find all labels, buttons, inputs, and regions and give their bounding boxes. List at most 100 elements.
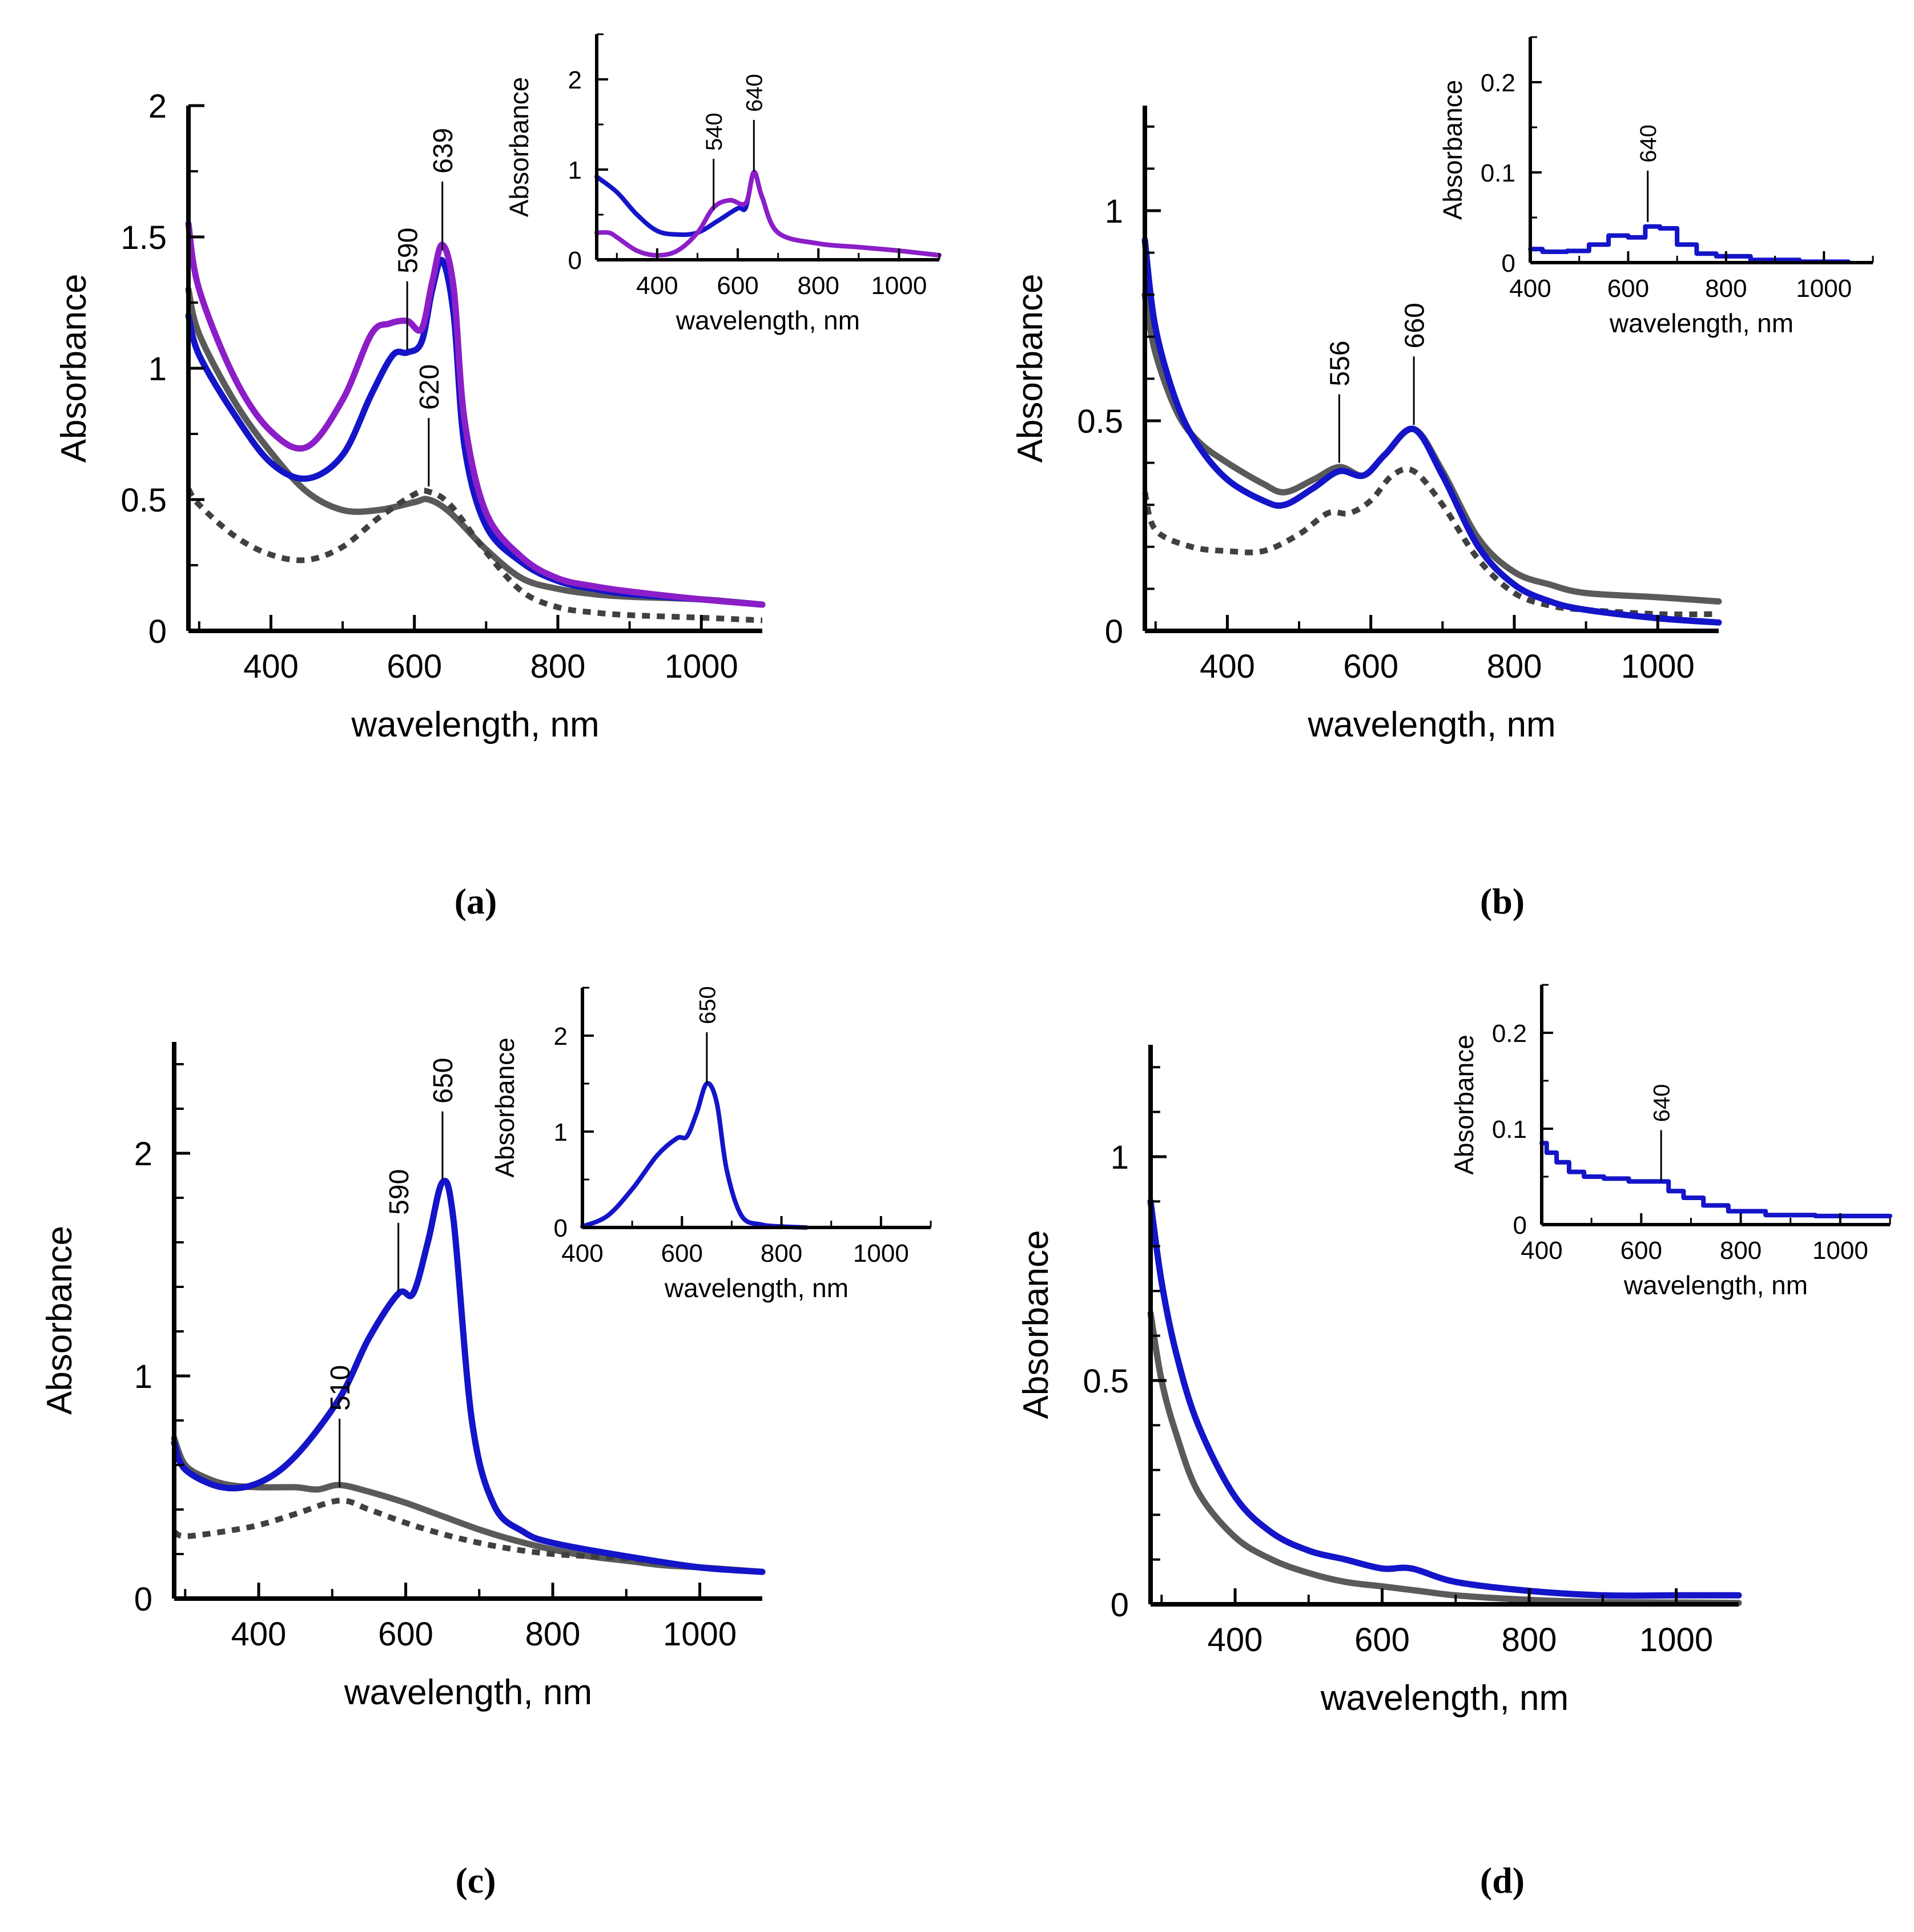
chart-c-inset-y-axis-label: Absorbance <box>490 1037 520 1178</box>
chart-b-main: 400 600 800 1000 0 0.5 1 wavelength, nm Absorban… <box>1011 106 1722 744</box>
chart-d-x-axis-label: wavelength, nm <box>1320 1679 1569 1718</box>
chart-c-inset-y-tick-label: 2 <box>554 1023 568 1050</box>
chart-a-inset-y-axis-label: Absorbance <box>504 77 534 218</box>
chart-c-x-tick-label: 800 <box>525 1616 581 1653</box>
chart-b-inset-x-tick-label: 1000 <box>1796 275 1852 303</box>
chart-b-x-tick-label: 400 <box>1200 648 1255 685</box>
chart-d-y-tick-label: 0.5 <box>1083 1363 1129 1400</box>
chart-a-annotation-label: 620 <box>415 364 445 410</box>
chart-a-main: 400 600 800 1000 0 0.5 1 1.5 2 wavelength, nm Abso… <box>54 88 766 744</box>
chart-c-x-axis-label: wavelength, nm <box>344 1673 592 1712</box>
chart-c-series-gray-dotted <box>172 1498 763 1575</box>
chart-c-x-tick-label: 600 <box>378 1616 433 1653</box>
chart-a-y-tick-label: 1 <box>148 351 167 388</box>
chart-b-series-gray-dotted <box>1142 466 1719 618</box>
chart-b-inset-y-tick-label: 0.2 <box>1481 69 1515 97</box>
chart-d-inset-x-tick-label: 800 <box>1720 1237 1762 1265</box>
chart-a-inset-series-purple <box>594 170 942 258</box>
chart-c-inset-y-tick-label: 1 <box>554 1118 568 1146</box>
panel-a: 400 600 800 1000 0 0.5 1 1.5 2 wavelength, nm Abso… <box>54 33 942 744</box>
chart-d-x-tick-label: 1000 <box>1639 1621 1713 1659</box>
chart-c-inset-x-tick-label: 800 <box>761 1239 802 1267</box>
chart-c-y-axis-label: Absorbance <box>40 1226 79 1415</box>
chart-a-series-purple <box>185 220 766 608</box>
chart-a-annotation-label: 639 <box>428 128 459 174</box>
chart-c-inset: 400 600 800 1000 0 1 2 wavelength, nm Absorbance… <box>490 986 932 1303</box>
chart-b-inset-y-tick-label: 0 <box>1502 249 1515 277</box>
chart-b-y-tick-label: 1 <box>1105 193 1123 230</box>
chart-b-x-axis-label: wavelength, nm <box>1307 705 1555 744</box>
chart-a-x-tick-label: 600 <box>387 648 442 685</box>
chart-d-y-axis-label: Absorbance <box>1016 1230 1056 1419</box>
chart-d-main: 400 600 800 1000 0 0.5 1 wavelength, nm Absorban… <box>1016 1045 1742 1718</box>
chart-b-y-tick-label: 0.5 <box>1077 403 1123 440</box>
chart-a-inset-y-tick-label: 2 <box>568 66 582 94</box>
chart-d-inset-series-blue <box>1539 1141 1892 1218</box>
chart-b-inset-x-tick-label: 600 <box>1607 275 1649 303</box>
chart-a-inset-annotation-label: 540 <box>702 112 727 151</box>
chart-a-y-tick-label: 0.5 <box>120 482 167 519</box>
chart-a-y-tick-label: 1.5 <box>120 219 167 256</box>
chart-d-series-blue <box>1147 1198 1742 1599</box>
chart-a-x-tick-label: 800 <box>530 648 586 685</box>
chart-a-y-tick-label: 0 <box>148 613 167 650</box>
chart-d-inset-annotation-label: 640 <box>1650 1084 1675 1122</box>
chart-c-inset-x-tick-label: 600 <box>661 1239 703 1267</box>
chart-a-series-gray-dotted <box>186 487 763 623</box>
chart-b-inset-x-tick-label: 400 <box>1509 275 1551 303</box>
chart-c-y-tick-label: 1 <box>134 1358 152 1395</box>
chart-c-series-blue <box>171 1177 766 1575</box>
chart-a-inset-x-axis-label: wavelength, nm <box>675 305 860 335</box>
chart-c-annotation-label: 510 <box>325 1365 356 1411</box>
chart-c-x-tick-label: 1000 <box>663 1616 737 1653</box>
chart-d-series-gray-solid <box>1147 1310 1742 1607</box>
chart-a-inset: 400 600 800 1000 0 1 2 wavelength, nm Absorbance… <box>504 33 942 335</box>
chart-b-x-tick-label: 600 <box>1343 648 1398 685</box>
chart-b-inset-series-blue <box>1528 224 1851 264</box>
chart-a-inset-y-tick-label: 0 <box>568 247 582 275</box>
chart-d-x-tick-label: 400 <box>1208 1621 1263 1659</box>
chart-c-inset-series-blue <box>580 1081 809 1230</box>
panel-label-c: (c) <box>455 1860 496 1901</box>
chart-d-inset-x-tick-label: 600 <box>1621 1237 1662 1265</box>
chart-d-inset-y-tick-label: 0 <box>1513 1211 1527 1239</box>
chart-a-series-gray-solid <box>185 286 766 608</box>
chart-c-inset-x-tick-label: 1000 <box>853 1239 909 1267</box>
chart-a-x-tick-label: 1000 <box>665 648 738 685</box>
chart-b-x-tick-label: 1000 <box>1621 648 1695 685</box>
panel-label-b: (b) <box>1480 881 1525 921</box>
panel-label-d: (d) <box>1480 1860 1525 1901</box>
chart-c-inset-x-axis-label: wavelength, nm <box>664 1273 849 1303</box>
chart-b-inset: 400 600 800 1000 0 0.1 0.2 wavelength, nm Absorb… <box>1438 36 1874 338</box>
chart-c-inset-x-tick-label: 400 <box>561 1239 603 1267</box>
panel-b: 400 600 800 1000 0 0.5 1 wavelength, nm Absorban… <box>1011 36 1874 744</box>
chart-c-annotation-label: 650 <box>428 1058 459 1104</box>
chart-c-y-tick-label: 0 <box>134 1581 152 1618</box>
chart-a-annotation-label: 590 <box>393 228 423 273</box>
chart-a-x-tick-label: 400 <box>243 648 299 685</box>
chart-d-inset-y-axis-label: Absorbance <box>1449 1035 1479 1175</box>
chart-c-x-tick-label: 400 <box>231 1616 287 1653</box>
chart-c-annotation-label: 590 <box>384 1169 415 1215</box>
chart-b-inset-x-tick-label: 800 <box>1705 275 1747 303</box>
chart-b-inset-y-tick-label: 0.1 <box>1481 159 1515 187</box>
chart-a-inset-x-tick-label: 800 <box>798 272 839 300</box>
panel-d: 400 600 800 1000 0 0.5 1 wavelength, nm Absorban… <box>1016 984 1892 1718</box>
chart-c-main: 400 600 800 1000 0 1 2 wavelength, nm Absorbance… <box>40 1042 766 1712</box>
chart-b-x-tick-label: 800 <box>1487 648 1542 685</box>
chart-d-x-tick-label: 800 <box>1502 1621 1557 1659</box>
chart-d-y-tick-label: 0 <box>1111 1587 1129 1624</box>
chart-b-annotation-label: 556 <box>1325 341 1356 387</box>
chart-a-inset-x-tick-label: 600 <box>717 272 758 300</box>
chart-a-inset-annotation-label: 640 <box>742 74 767 112</box>
chart-d-inset-x-tick-label: 400 <box>1521 1237 1562 1265</box>
panel-c: 400 600 800 1000 0 1 2 wavelength, nm Absorbance… <box>40 986 932 1712</box>
chart-c-inset-y-tick-label: 0 <box>554 1214 568 1242</box>
chart-b-series-blue <box>1141 237 1722 626</box>
chart-d-inset-x-axis-label: wavelength, nm <box>1623 1270 1808 1300</box>
chart-a-inset-x-tick-label: 400 <box>636 272 678 300</box>
chart-a-y-tick-label: 2 <box>148 88 167 125</box>
panel-label-a: (a) <box>455 881 497 921</box>
chart-b-y-axis-label: Absorbance <box>1011 274 1050 463</box>
